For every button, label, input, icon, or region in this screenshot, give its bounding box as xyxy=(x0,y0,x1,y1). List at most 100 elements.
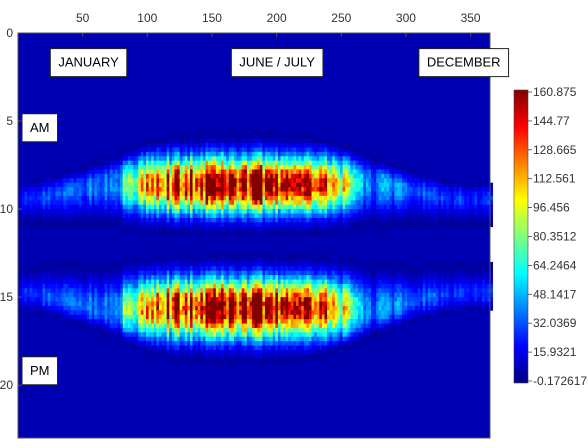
heatmap-cell xyxy=(91,310,95,316)
heatmap-cell xyxy=(39,191,43,197)
heatmap-cell xyxy=(138,178,142,184)
heatmap-cell xyxy=(329,165,333,170)
heatmap-cell xyxy=(277,354,281,360)
heatmap-cell xyxy=(208,341,212,346)
heatmap-cell xyxy=(125,288,129,294)
heatmap-cell xyxy=(293,332,297,338)
heatmap-cell xyxy=(329,222,333,228)
heatmap-cell xyxy=(158,138,162,144)
heatmap-cell xyxy=(303,332,307,338)
heatmap-cell xyxy=(254,288,258,294)
heatmap-cell xyxy=(270,279,274,285)
heatmap-cell xyxy=(47,187,51,192)
heatmap-cell xyxy=(37,301,41,307)
heatmap-cell xyxy=(86,182,90,188)
heatmap-cell xyxy=(86,323,90,329)
heatmap-cell xyxy=(213,354,217,360)
heatmap-cell xyxy=(327,156,331,162)
heatmap-cell xyxy=(107,173,111,179)
heatmap-cell xyxy=(140,195,144,201)
heatmap-cell xyxy=(244,319,248,324)
heatmap-cell xyxy=(55,297,59,302)
heatmap-cell xyxy=(89,292,93,298)
heatmap-cell xyxy=(262,182,266,188)
heatmap-cell xyxy=(252,147,256,153)
heatmap-cell xyxy=(182,147,186,153)
heatmap-cell xyxy=(68,314,72,320)
heatmap-cell xyxy=(327,222,331,228)
heatmap-cell xyxy=(290,165,294,170)
heatmap-cell xyxy=(81,182,85,188)
heatmap-cell xyxy=(223,327,227,333)
heatmap-cell xyxy=(334,314,338,320)
heatmap-cell xyxy=(65,305,69,311)
heatmap-cell xyxy=(205,323,209,329)
heatmap-cell xyxy=(202,178,206,184)
heatmap-cell xyxy=(244,187,248,192)
heatmap-cell xyxy=(104,327,108,333)
heatmap-cell xyxy=(21,301,25,307)
heatmap-cell xyxy=(143,288,147,294)
heatmap-cell xyxy=(52,173,56,179)
heatmap-cell xyxy=(50,213,54,219)
heatmap-cell xyxy=(156,341,160,346)
heatmap-cell xyxy=(218,204,222,210)
heatmap-cell xyxy=(102,187,106,192)
heatmap-cell xyxy=(169,147,173,153)
heatmap-cell xyxy=(208,138,212,144)
heatmap-cell xyxy=(189,257,193,263)
heatmap-cell xyxy=(50,200,54,206)
heatmap-cell xyxy=(280,305,284,311)
heatmap-cell xyxy=(285,332,289,338)
heatmap-cell xyxy=(153,266,157,272)
heatmap-cell xyxy=(120,160,124,166)
heatmap-cell xyxy=(239,323,243,329)
heatmap-cell xyxy=(246,323,250,329)
heatmap-cell xyxy=(107,160,111,166)
heatmap-cell xyxy=(244,323,248,329)
heatmap-cell xyxy=(71,292,75,298)
heatmap-cell xyxy=(81,297,85,302)
heatmap-cell xyxy=(104,279,108,285)
heatmap-cell xyxy=(210,138,214,144)
heatmap-cell xyxy=(329,292,333,298)
heatmap-cell xyxy=(161,160,165,166)
heatmap-cell xyxy=(283,195,287,201)
heatmap-cell xyxy=(262,349,266,355)
heatmap-cell xyxy=(171,151,175,157)
heatmap-cell xyxy=(161,191,165,197)
heatmap-cell xyxy=(166,270,170,276)
heatmap-cell xyxy=(321,310,325,316)
heatmap-cell xyxy=(94,191,98,197)
heatmap-cell xyxy=(303,178,307,184)
heatmap-cell xyxy=(177,354,181,360)
heatmap-cell xyxy=(127,332,131,338)
heatmap-cell xyxy=(285,279,289,285)
heatmap-cell xyxy=(169,143,173,148)
heatmap-cell xyxy=(63,314,67,320)
heatmap-cell xyxy=(339,178,343,184)
heatmap-cell xyxy=(226,314,230,320)
heatmap-cell xyxy=(208,310,212,316)
heatmap-cell xyxy=(78,314,82,320)
heatmap-cell xyxy=(259,226,263,232)
heatmap-cell xyxy=(135,187,139,192)
heatmap-cell xyxy=(316,327,320,333)
heatmap-cell xyxy=(334,349,338,355)
heatmap-cell xyxy=(288,156,292,162)
heatmap-cell xyxy=(301,332,305,338)
heatmap-cell xyxy=(319,270,323,276)
heatmap-cell xyxy=(337,323,341,329)
heatmap-cell xyxy=(259,134,263,140)
heatmap-cell xyxy=(24,200,28,206)
heatmap-cell xyxy=(140,217,144,223)
heatmap-cell xyxy=(143,327,147,333)
heatmap-cell xyxy=(158,341,162,346)
heatmap-cell xyxy=(89,270,93,276)
heatmap-cell xyxy=(280,358,284,364)
heatmap-cell xyxy=(45,270,49,276)
heatmap-cell xyxy=(127,195,131,201)
heatmap-cell xyxy=(166,301,170,307)
heatmap-cell xyxy=(169,191,173,197)
heatmap-cell xyxy=(34,288,38,294)
